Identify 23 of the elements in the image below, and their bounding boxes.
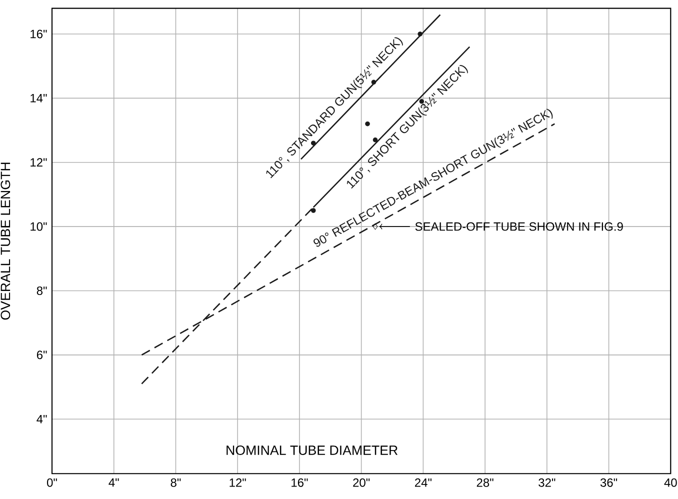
y-tick-label: 16" [30,30,47,38]
y-tick-label: 10" [30,222,47,231]
y-tick-label: 14" [30,94,47,102]
y-tick-label: 8" [36,286,47,295]
x-tick-label: 36" [600,478,618,487]
x-tick-label: 32" [538,478,556,487]
y-tick-label: 4" [36,414,47,424]
y-tick-label: 6" [36,350,47,360]
x-tick-label: 4" [108,478,119,487]
point [365,121,370,126]
x-tick-label: 20" [353,478,370,487]
x-tick-label: 24" [415,478,432,487]
point [418,32,423,36]
x-tick-label: 0" [47,478,57,487]
x-tick-label: 16" [292,478,308,487]
y-axis-title: OVERALL TUBE LENGTH [0,162,10,320]
x-tick-label: 28" [476,478,494,487]
x-tick-label: 12" [230,478,246,487]
x-tick-label: 40 [664,478,677,487]
y-tick-label: 12" [30,158,47,167]
x-axis-title: NOMINAL TUBE DIAMETER [226,446,398,455]
x-tick-label: 8" [170,478,181,487]
point [310,208,316,213]
